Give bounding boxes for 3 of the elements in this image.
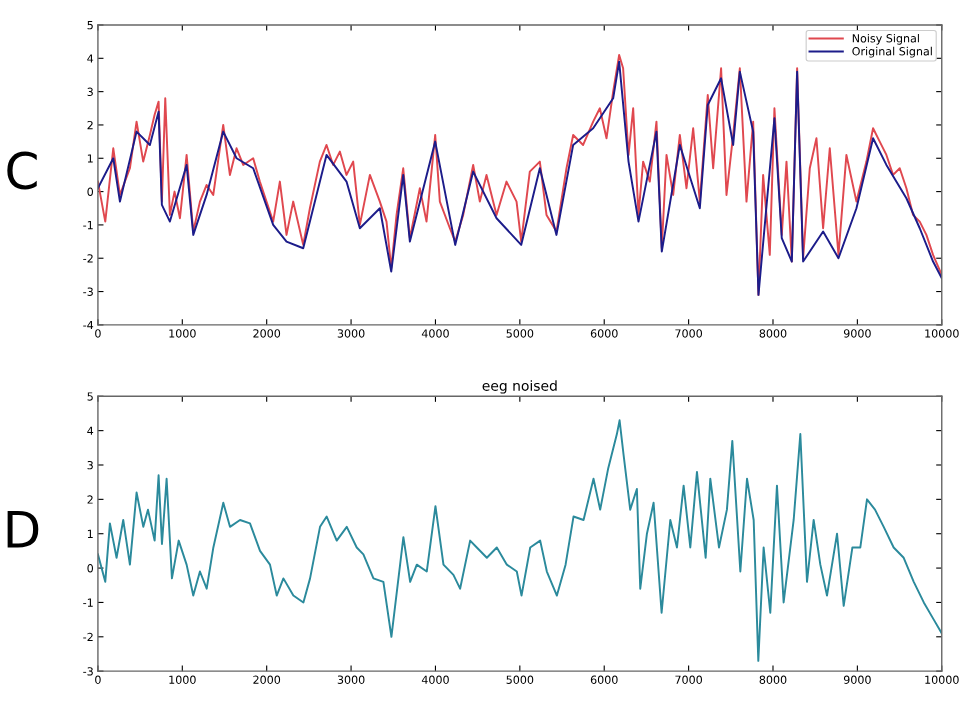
text: D [7,511,39,548]
line-series [97,419,942,662]
text: C [7,151,37,190]
